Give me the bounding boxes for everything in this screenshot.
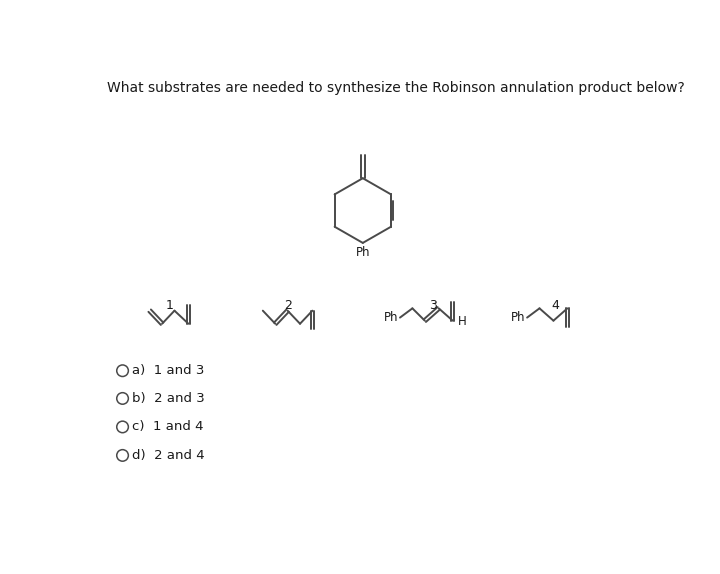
Text: H: H	[458, 315, 467, 328]
Text: 1: 1	[166, 299, 174, 312]
Text: Ph: Ph	[356, 246, 370, 259]
Text: a)  1 and 3: a) 1 and 3	[132, 364, 204, 377]
Text: What substrates are needed to synthesize the Robinson annulation product below?: What substrates are needed to synthesize…	[107, 81, 685, 95]
Text: c)  1 and 4: c) 1 and 4	[132, 420, 204, 433]
Text: 4: 4	[551, 299, 559, 312]
Text: Ph: Ph	[384, 311, 398, 324]
Text: d)  2 and 4: d) 2 and 4	[132, 449, 205, 462]
Text: Ph: Ph	[511, 311, 526, 324]
Text: b)  2 and 3: b) 2 and 3	[132, 392, 205, 405]
Text: 3: 3	[428, 299, 436, 312]
Text: 2: 2	[284, 299, 292, 312]
